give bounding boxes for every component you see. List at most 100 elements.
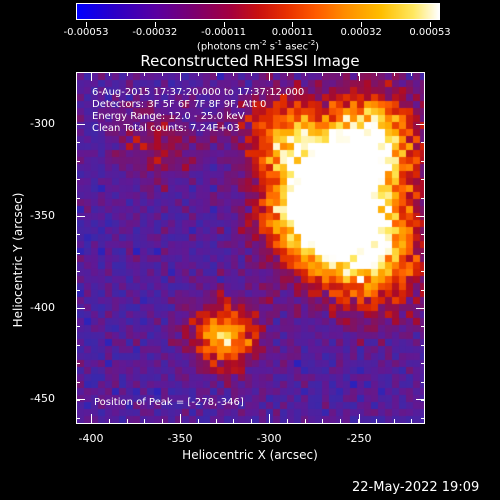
- axis-tick: [421, 216, 425, 217]
- axis-tick: [269, 419, 270, 423]
- axis-tick: [91, 414, 92, 423]
- axis-tick: [251, 419, 252, 423]
- info-energy-range: Energy Range: 12.0 - 25.0 keV: [92, 111, 245, 122]
- colorbar-tick: [223, 22, 225, 27]
- axis-tick: [416, 216, 425, 217]
- y-tick-label: -350: [30, 209, 55, 222]
- axis-tick: [180, 414, 181, 423]
- axis-tick: [376, 72, 377, 76]
- axis-tick: [269, 414, 270, 423]
- axis-tick: [340, 72, 341, 76]
- axis-tick: [76, 179, 80, 180]
- axis-tick: [180, 72, 181, 76]
- axis-tick: [76, 290, 80, 291]
- axis-tick: [305, 419, 306, 423]
- axis-tick: [269, 72, 270, 76]
- axis-tick: [76, 161, 80, 162]
- axis-tick: [76, 253, 80, 254]
- axis-tick: [76, 216, 85, 217]
- colorbar-tick-label: 0.00011: [271, 27, 314, 38]
- axis-tick: [287, 72, 288, 76]
- axis-tick: [376, 419, 377, 423]
- axis-tick: [216, 72, 217, 76]
- axis-tick: [358, 72, 359, 76]
- axis-tick: [76, 124, 85, 125]
- colorbar-tick: [430, 22, 431, 27]
- axis-tick: [76, 326, 80, 327]
- axis-tick: [76, 400, 80, 401]
- axis-tick: [198, 72, 199, 76]
- axis-tick: [287, 419, 288, 423]
- info-time-range: 6-Aug-2015 17:37:20.000 to 17:37:12.000: [92, 87, 305, 98]
- timestamp: 22-May-2022 19:09: [352, 480, 480, 495]
- colorbar-tick-label: 0.00032: [340, 27, 382, 38]
- rhessi-heatmap: [77, 73, 424, 423]
- axis-tick: [421, 271, 425, 272]
- axis-tick: [416, 308, 425, 309]
- axis-tick: [416, 124, 425, 125]
- axis-tick: [421, 308, 425, 309]
- axis-tick: [421, 345, 425, 346]
- colorbar-units: (photons cm-2 s-1 asec-2): [196, 39, 320, 53]
- axis-tick: [421, 161, 425, 162]
- axis-tick: [91, 72, 92, 81]
- colorbar-tick: [361, 22, 363, 27]
- colorbar-tick-label: -0.00032: [132, 27, 178, 38]
- axis-tick: [416, 399, 425, 400]
- info-detectors: Detectors: 3F 5F 6F 7F 8F 9F, Att 0: [92, 99, 267, 110]
- axis-tick: [76, 216, 80, 217]
- y-tick-label: -300: [30, 117, 55, 130]
- peak-position-label: Position of Peak = [-278,-346]: [94, 397, 244, 408]
- axis-tick: [76, 382, 80, 383]
- axis-tick: [394, 72, 395, 76]
- axis-tick: [359, 72, 360, 81]
- axis-tick: [91, 72, 92, 76]
- axis-tick: [76, 198, 80, 199]
- x-tick-label: -250: [346, 432, 372, 445]
- axis-tick: [76, 399, 85, 400]
- axis-tick: [233, 72, 234, 76]
- axis-tick: [269, 72, 270, 81]
- colorbar-tick: [86, 22, 87, 27]
- plot-title: Reconstructed RHESSI Image: [140, 52, 360, 70]
- axis-tick: [411, 419, 412, 423]
- y-axis-title: Heliocentric Y (arcsec): [11, 192, 25, 328]
- axis-tick: [251, 72, 252, 76]
- axis-tick: [421, 253, 425, 254]
- axis-tick: [76, 308, 85, 309]
- axis-tick: [322, 72, 323, 76]
- axis-tick: [421, 179, 425, 180]
- axis-tick: [76, 345, 80, 346]
- info-total-counts: Clean Total counts: 7.24E+03: [92, 123, 240, 134]
- axis-tick: [144, 72, 145, 76]
- axis-tick: [421, 198, 425, 199]
- axis-tick: [127, 72, 128, 76]
- axis-tick: [421, 418, 425, 419]
- axis-tick: [421, 326, 425, 327]
- axis-tick: [322, 419, 323, 423]
- axis-tick: [180, 72, 181, 81]
- axis-tick: [91, 419, 92, 423]
- axis-tick: [233, 419, 234, 423]
- axis-tick: [421, 234, 425, 235]
- axis-tick: [358, 419, 359, 423]
- axis-tick: [109, 72, 110, 76]
- colorbar-tick-label: -0.00011: [201, 27, 247, 38]
- x-axis-title: Heliocentric X (arcsec): [182, 448, 318, 462]
- axis-tick: [421, 382, 425, 383]
- y-tick-label: -400: [30, 301, 55, 314]
- axis-tick: [340, 419, 341, 423]
- colorbar-tick-label: -0.00053: [63, 27, 109, 38]
- y-tick-label: -450: [30, 392, 55, 405]
- colorbar-tick-label: 0.00053: [409, 27, 451, 38]
- x-tick-label: -400: [78, 432, 104, 445]
- axis-tick: [411, 72, 412, 76]
- x-tick-label: -300: [256, 432, 282, 445]
- axis-tick: [421, 363, 425, 364]
- axis-tick: [394, 419, 395, 423]
- axis-tick: [76, 308, 80, 309]
- axis-tick: [198, 419, 199, 423]
- axis-tick: [76, 142, 80, 143]
- colorbar: [76, 3, 440, 20]
- axis-tick: [127, 419, 128, 423]
